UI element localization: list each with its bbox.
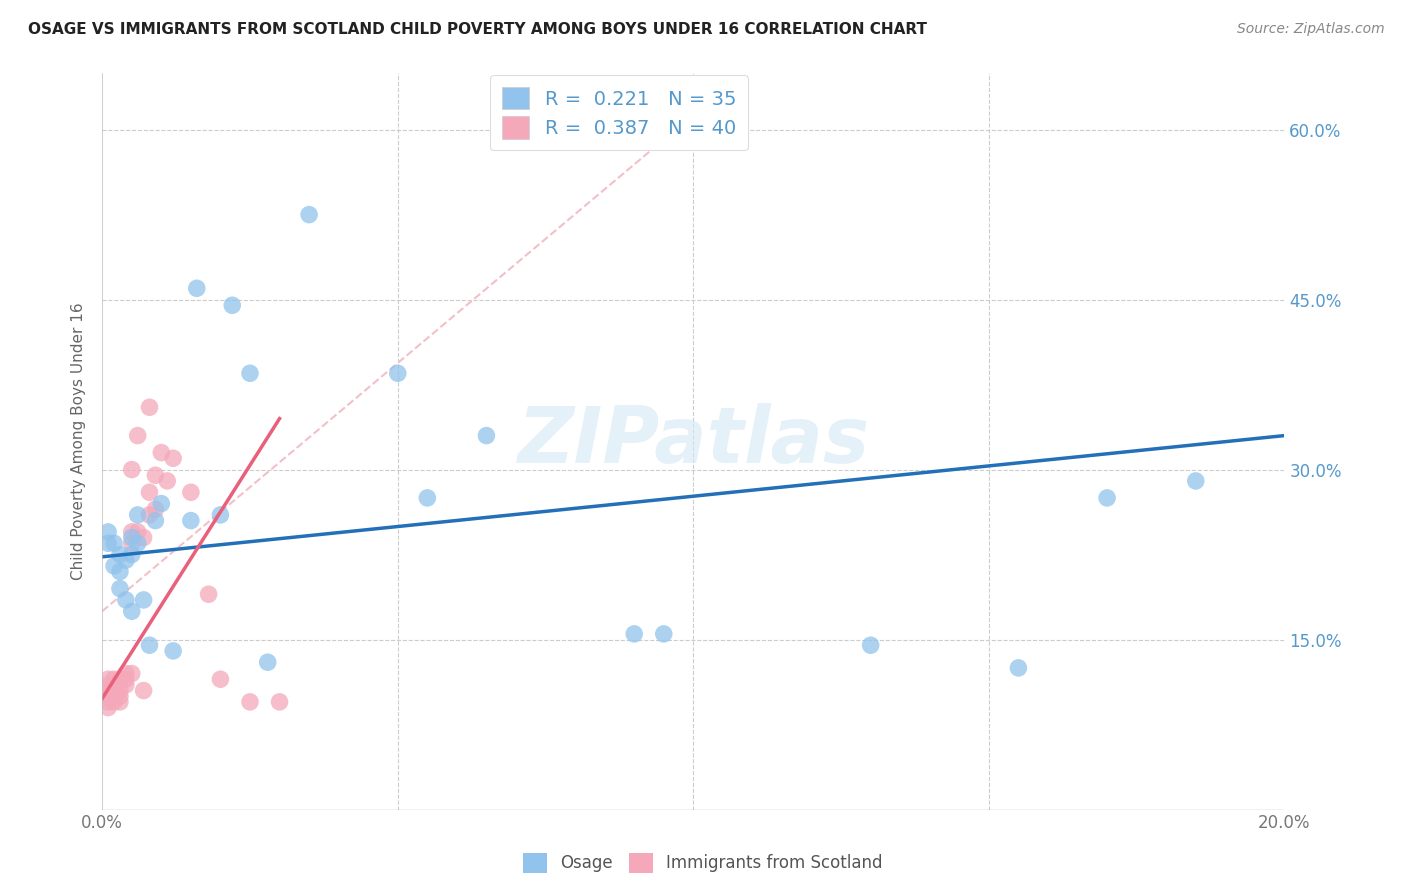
- Point: [97, 695, 120, 709]
- Point: [138, 401, 160, 415]
- Point: [1184, 474, 1206, 488]
- Point: [138, 485, 160, 500]
- Point: [652, 627, 675, 641]
- Point: [103, 678, 125, 692]
- Point: [103, 695, 125, 709]
- Point: [150, 497, 173, 511]
- Point: [1007, 661, 1029, 675]
- Point: [298, 208, 321, 222]
- Text: ZIPatlas: ZIPatlas: [517, 403, 869, 479]
- Point: [180, 514, 202, 528]
- Point: [132, 593, 155, 607]
- Point: [108, 582, 131, 596]
- Point: [103, 672, 125, 686]
- Point: [162, 451, 184, 466]
- Point: [115, 672, 138, 686]
- Point: [145, 468, 167, 483]
- Legend: Osage, Immigrants from Scotland: Osage, Immigrants from Scotland: [517, 847, 889, 880]
- Point: [121, 524, 143, 539]
- Point: [108, 683, 131, 698]
- Y-axis label: Child Poverty Among Boys Under 16: Child Poverty Among Boys Under 16: [72, 302, 86, 580]
- Point: [132, 683, 155, 698]
- Point: [145, 502, 167, 516]
- Point: [623, 627, 645, 641]
- Point: [186, 281, 208, 295]
- Point: [108, 695, 131, 709]
- Point: [127, 508, 149, 522]
- Point: [97, 672, 120, 686]
- Point: [209, 508, 232, 522]
- Legend: R =  0.221   N = 35, R =  0.387   N = 40: R = 0.221 N = 35, R = 0.387 N = 40: [491, 75, 748, 151]
- Point: [121, 531, 143, 545]
- Point: [239, 695, 262, 709]
- Point: [115, 666, 138, 681]
- Point: [127, 524, 149, 539]
- Point: [108, 548, 131, 562]
- Point: [97, 683, 120, 698]
- Point: [209, 672, 232, 686]
- Point: [859, 638, 882, 652]
- Point: [115, 593, 138, 607]
- Point: [115, 678, 138, 692]
- Text: OSAGE VS IMMIGRANTS FROM SCOTLAND CHILD POVERTY AMONG BOYS UNDER 16 CORRELATION : OSAGE VS IMMIGRANTS FROM SCOTLAND CHILD …: [28, 22, 927, 37]
- Point: [108, 565, 131, 579]
- Point: [103, 690, 125, 704]
- Point: [138, 508, 160, 522]
- Point: [221, 298, 243, 312]
- Point: [1095, 491, 1118, 505]
- Point: [138, 638, 160, 652]
- Point: [97, 678, 120, 692]
- Point: [145, 514, 167, 528]
- Point: [97, 690, 120, 704]
- Point: [121, 604, 143, 618]
- Point: [121, 666, 143, 681]
- Point: [387, 366, 409, 380]
- Point: [103, 558, 125, 573]
- Point: [156, 474, 179, 488]
- Point: [97, 700, 120, 714]
- Point: [121, 462, 143, 476]
- Point: [97, 690, 120, 704]
- Point: [475, 428, 498, 442]
- Point: [108, 672, 131, 686]
- Point: [269, 695, 291, 709]
- Point: [162, 644, 184, 658]
- Point: [256, 655, 278, 669]
- Point: [121, 536, 143, 550]
- Text: Source: ZipAtlas.com: Source: ZipAtlas.com: [1237, 22, 1385, 37]
- Point: [416, 491, 439, 505]
- Point: [103, 536, 125, 550]
- Point: [115, 553, 138, 567]
- Point: [121, 548, 143, 562]
- Point: [197, 587, 219, 601]
- Point: [127, 536, 149, 550]
- Point: [150, 445, 173, 459]
- Point: [180, 485, 202, 500]
- Point: [239, 366, 262, 380]
- Point: [103, 683, 125, 698]
- Point: [108, 690, 131, 704]
- Point: [97, 524, 120, 539]
- Point: [132, 531, 155, 545]
- Point: [127, 428, 149, 442]
- Point: [97, 536, 120, 550]
